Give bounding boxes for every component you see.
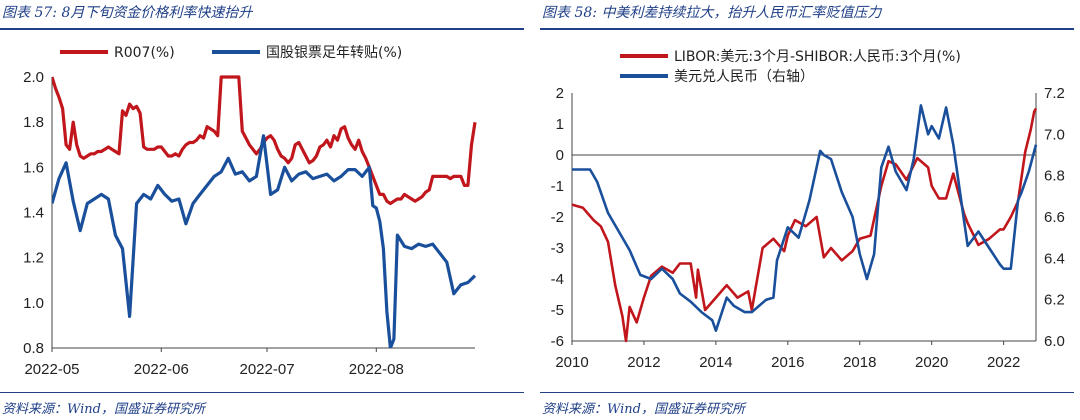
legend-label: R007(%) <box>114 45 175 61</box>
figure-title: 图表 57: 8月下旬资金价格利率快速抬升 <box>2 5 253 21</box>
y-right-tick-label: 6.8 <box>1044 168 1065 185</box>
x-tick-label: 2020 <box>915 354 948 371</box>
y-tick-label: 1.6 <box>23 159 44 176</box>
line-chart-fig57: 2.0 1.8 1.6 1.4 1.2 1.0 0.8 2022-05 2022-06 2022-… <box>23 45 477 378</box>
y-left-tick-label: 2 <box>556 85 564 102</box>
y-left-tick-label: -3 <box>551 240 564 257</box>
y-right-tick-label: 6.4 <box>1044 250 1065 267</box>
title-rule <box>540 28 1074 30</box>
chart-panel-fig57: 图表 57: 8月下旬资金价格利率快速抬升 2.0 1.8 1.6 1.4 1.2 1.0… <box>0 0 530 420</box>
source-rule <box>0 392 524 393</box>
series-line-usd-cny <box>572 104 1038 333</box>
y-right-tick-label: 6.0 <box>1044 333 1065 350</box>
y-left-tick-label: -4 <box>551 271 564 288</box>
y-tick-label: 2.0 <box>23 69 44 86</box>
line-chart-fig58: 2 1 0 -1 -2 -3 -4 -5 -6 7.2 7.0 6.8 6.6 6.4 6.2 6.0 2010… <box>551 49 1065 371</box>
y-tick-label: 0.8 <box>23 340 44 357</box>
legend-label: 美元兑人民币（右轴） <box>674 69 814 85</box>
series-line-bill-rate <box>52 134 477 348</box>
x-tick-label: 2022-06 <box>134 361 189 378</box>
y-right-tick-label: 6.2 <box>1044 292 1065 309</box>
source-note: 资料来源：Wind，国盛证券研究所 <box>2 402 205 417</box>
title-rule <box>0 28 524 30</box>
y-left-tick-label: 0 <box>556 147 564 164</box>
legend-label: LIBOR:美元:3个月-SHIBOR:人民币:3个月(%) <box>674 49 961 65</box>
y-right-tick-label: 7.0 <box>1044 126 1065 143</box>
x-tick-label: 2018 <box>843 354 876 371</box>
y-left-tick-label: -2 <box>551 209 564 226</box>
x-tick-label: 2022-08 <box>349 361 404 378</box>
y-right-tick-label: 6.6 <box>1044 209 1065 226</box>
y-left-tick-label: 1 <box>556 116 564 133</box>
y-tick-label: 1.4 <box>23 205 44 222</box>
x-tick-label: 2022 <box>987 354 1020 371</box>
y-tick-label: 1.2 <box>23 250 44 267</box>
y-left-tick-label: -6 <box>551 333 564 350</box>
x-tick-label: 2010 <box>555 354 588 371</box>
x-tick-label: 2014 <box>699 354 732 371</box>
legend-label: 国股银票足年转贴(%) <box>266 45 402 61</box>
y-tick-label: 1.8 <box>23 114 44 131</box>
y-tick-label: 1.0 <box>23 295 44 312</box>
chart-panel-fig58: 图表 58: 中美利差持续拉大，抬升人民币汇率贬值压力 2 1 0 -1 -2 -3 -4 -… <box>540 0 1080 420</box>
y-left-tick-label: -1 <box>551 178 564 195</box>
series-line-rate-spread <box>571 107 1038 343</box>
x-tick-label: 2012 <box>627 354 660 371</box>
source-note: 资料来源：Wind，国盛证券研究所 <box>542 402 745 417</box>
x-tick-label: 2022-07 <box>239 361 294 378</box>
x-tick-label: 2022-05 <box>24 361 79 378</box>
source-rule <box>540 392 1074 393</box>
y-left-tick-label: -5 <box>551 302 564 319</box>
y-right-tick-label: 7.2 <box>1044 85 1065 102</box>
x-tick-label: 2016 <box>771 354 804 371</box>
figure-title: 图表 58: 中美利差持续拉大，抬升人民币汇率贬值压力 <box>542 5 882 21</box>
